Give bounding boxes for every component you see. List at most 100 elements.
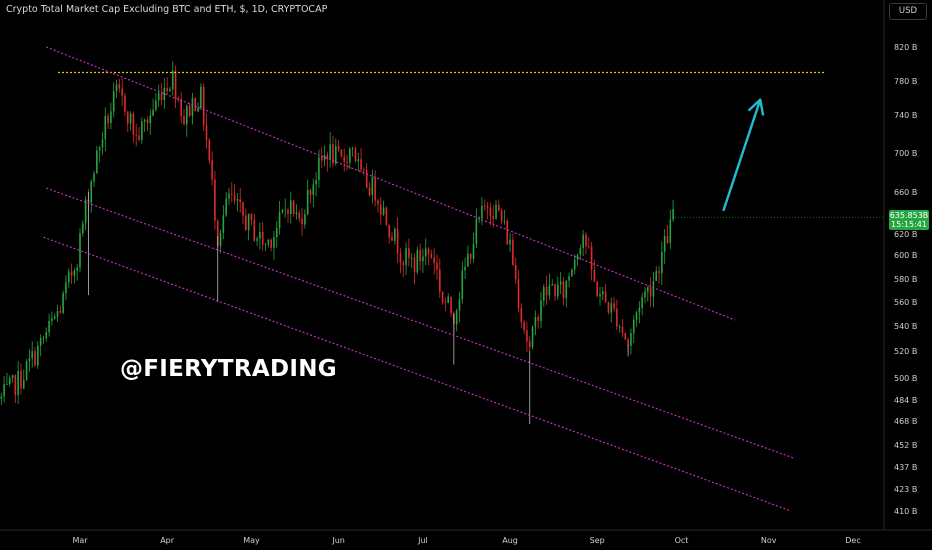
chart-title: Crypto Total Market Cap Excluding BTC an… (6, 4, 328, 15)
candle-body (543, 286, 545, 301)
candle-body (357, 159, 360, 162)
candle-body (604, 291, 607, 303)
candle-body (48, 320, 50, 333)
candle-body (593, 269, 596, 282)
candle-body (523, 322, 525, 331)
candle-body (112, 91, 115, 112)
candle-body (295, 212, 298, 215)
candle-body (135, 135, 138, 136)
y-tick-label: 620 B (894, 230, 917, 239)
candle-body (669, 219, 672, 243)
candle-body (363, 169, 365, 171)
trend-arrow-head-right (759, 98, 765, 116)
candle-body (219, 232, 222, 247)
candle-body (430, 253, 433, 258)
candle-body (554, 284, 556, 297)
candle-body (638, 307, 641, 313)
candle-body (422, 256, 424, 262)
candle-body (141, 121, 143, 141)
candle-body (37, 345, 39, 366)
candle-body (31, 350, 34, 359)
candle-body (408, 248, 410, 258)
candle-body (73, 270, 76, 276)
candle-body (118, 84, 121, 89)
candle-body (318, 157, 320, 181)
candle-body (433, 257, 435, 263)
candle-body (292, 200, 295, 215)
candle-body (14, 375, 17, 396)
candle-body (396, 229, 399, 254)
candle-body (197, 107, 199, 112)
candle-body (188, 105, 191, 117)
candle-body (568, 276, 570, 281)
candle-body (90, 181, 93, 203)
trend-arrow-head-left (748, 98, 762, 112)
x-tick-label: May (243, 536, 260, 545)
candle-body (222, 215, 225, 233)
candle-body (672, 208, 674, 220)
candle-body (374, 177, 376, 201)
candle-body (79, 233, 81, 268)
candle-body (186, 105, 188, 125)
candle-body (121, 88, 123, 96)
candle-body (641, 297, 643, 308)
candle-body (194, 97, 197, 112)
candle-body (360, 159, 362, 170)
candle-body (25, 361, 28, 381)
candle-body (475, 219, 478, 244)
candle-body (84, 199, 87, 224)
candle-body (205, 125, 208, 141)
candle-body (22, 380, 25, 389)
candle-body (464, 266, 466, 271)
candle-body (472, 243, 475, 259)
candle-body (419, 250, 421, 262)
candle-body (28, 358, 31, 362)
candle-body (545, 286, 548, 296)
candle-body (281, 209, 284, 213)
candle-body (334, 146, 337, 164)
candle-body (630, 333, 632, 346)
candle-body (652, 280, 655, 297)
candle-body (599, 294, 601, 297)
candle-body (301, 218, 303, 225)
candle-body (171, 70, 174, 90)
candle-body (590, 246, 593, 270)
candle-body (351, 148, 354, 150)
currency-button[interactable]: USD (889, 3, 927, 20)
candle-body (632, 319, 635, 334)
candle-body (39, 338, 42, 346)
candle-body (174, 70, 177, 99)
candle-body (492, 216, 495, 219)
candle-body (42, 338, 45, 339)
y-tick-label: 700 B (894, 149, 917, 158)
candle-body (416, 250, 419, 273)
candle-body (70, 271, 73, 276)
candle-body (368, 187, 371, 195)
candle-body (618, 326, 621, 328)
candle-body (228, 193, 230, 199)
candle-body (273, 237, 275, 248)
candle-body (191, 97, 194, 117)
candle-body (17, 370, 19, 396)
trend-arrow-shaft (722, 98, 762, 212)
candle-body (323, 154, 326, 161)
candle-body (537, 316, 539, 321)
candle-body (616, 308, 618, 327)
candle-body (51, 318, 53, 321)
channel-line-1 (46, 46, 736, 321)
candle-body (576, 254, 579, 260)
candle-body (247, 213, 250, 231)
candle-body (551, 284, 554, 286)
candle-body (402, 262, 405, 266)
candle-body (143, 119, 146, 122)
candle-body (624, 333, 627, 340)
candle-body (531, 326, 534, 348)
candle-body (96, 150, 98, 174)
candle-body (506, 220, 509, 245)
candle-body (455, 310, 458, 325)
candle-body (377, 200, 379, 205)
y-tick-label: 500 B (894, 374, 917, 383)
candle-body (596, 281, 599, 297)
